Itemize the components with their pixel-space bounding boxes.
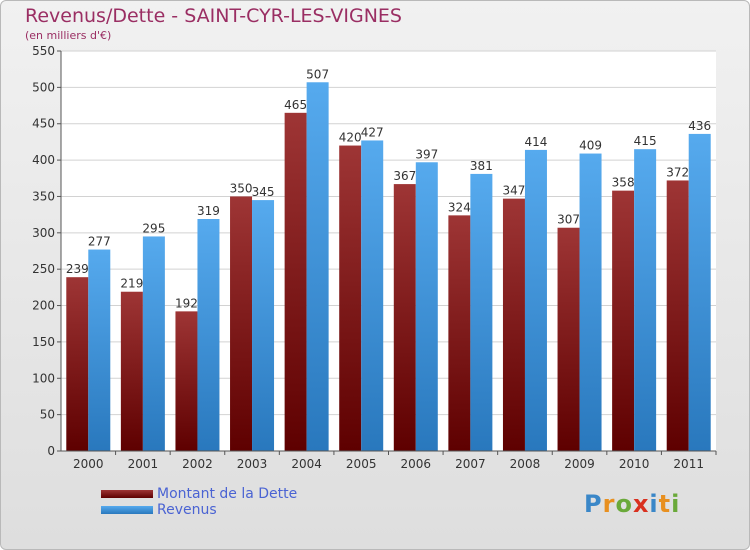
data-label-debt: 324 bbox=[448, 200, 471, 214]
bar-revenue bbox=[524, 149, 547, 451]
legend-item-revenue: Revenus bbox=[101, 502, 297, 518]
bar-debt bbox=[339, 145, 362, 451]
plot-area bbox=[61, 51, 716, 451]
bar-revenue bbox=[252, 200, 275, 451]
bar-revenue bbox=[306, 82, 329, 451]
data-label-debt: 372 bbox=[666, 165, 689, 179]
legend-item-debt: Montant de la Dette bbox=[101, 486, 298, 502]
y-tick-label: 200 bbox=[32, 299, 55, 313]
y-tick-label: 450 bbox=[32, 117, 55, 131]
bar-debt bbox=[230, 196, 253, 451]
y-tick-label: 150 bbox=[32, 335, 55, 349]
x-tick-label: 2009 bbox=[564, 457, 595, 471]
y-tick-label: 0 bbox=[47, 444, 55, 458]
data-label-revenue: 277 bbox=[88, 235, 111, 249]
bar-revenue bbox=[142, 236, 165, 451]
y-tick-label: 500 bbox=[32, 80, 55, 94]
data-label-revenue: 507 bbox=[306, 67, 329, 81]
bar-revenue bbox=[361, 140, 384, 452]
bar-revenue bbox=[415, 162, 438, 452]
data-label-debt: 347 bbox=[503, 184, 526, 198]
bar-debt bbox=[448, 215, 471, 451]
y-tick-label: 400 bbox=[32, 153, 55, 167]
bar-revenue bbox=[197, 219, 220, 451]
data-label-revenue: 319 bbox=[197, 204, 220, 218]
y-tick-label: 50 bbox=[40, 408, 55, 422]
bar-debt bbox=[557, 227, 580, 451]
bar-revenue bbox=[688, 133, 711, 451]
legend-swatch-debt bbox=[101, 490, 153, 498]
x-tick-label: 2011 bbox=[673, 457, 704, 471]
data-label-revenue: 397 bbox=[415, 147, 438, 161]
y-tick-label: 350 bbox=[32, 189, 55, 203]
bar-debt bbox=[612, 190, 635, 452]
proxiti-logo: Proxiti bbox=[584, 490, 681, 518]
data-label-revenue: 415 bbox=[634, 134, 657, 148]
bar-debt bbox=[666, 180, 689, 452]
data-label-debt: 219 bbox=[120, 277, 143, 291]
data-label-revenue: 345 bbox=[252, 185, 275, 199]
legend-label-revenue: Revenus bbox=[157, 502, 217, 518]
bar-debt bbox=[175, 311, 198, 451]
x-tick-label: 2002 bbox=[182, 457, 213, 471]
x-tick-label: 2005 bbox=[346, 457, 377, 471]
y-tick-label: 100 bbox=[32, 371, 55, 385]
data-label-debt: 465 bbox=[284, 98, 307, 112]
bar-debt bbox=[502, 198, 525, 451]
data-label-revenue: 427 bbox=[361, 125, 384, 139]
x-tick-label: 2000 bbox=[73, 457, 104, 471]
x-tick-label: 2003 bbox=[237, 457, 268, 471]
data-label-revenue: 414 bbox=[525, 135, 548, 149]
bar-revenue bbox=[88, 249, 111, 451]
chart-subtitle: (en milliers d'€) bbox=[25, 29, 112, 42]
data-label-revenue: 381 bbox=[470, 159, 493, 173]
data-label-debt: 239 bbox=[66, 262, 89, 276]
bar-debt bbox=[120, 291, 143, 451]
data-label-debt: 192 bbox=[175, 296, 198, 310]
bar-revenue bbox=[634, 149, 657, 451]
data-label-debt: 307 bbox=[557, 213, 580, 227]
x-tick-label: 2004 bbox=[291, 457, 322, 471]
y-tick-label: 550 bbox=[32, 44, 55, 58]
data-label-debt: 358 bbox=[612, 176, 635, 190]
data-label-debt: 420 bbox=[339, 131, 362, 145]
x-tick-label: 2010 bbox=[619, 457, 650, 471]
bar-debt bbox=[284, 112, 307, 452]
bar-revenue bbox=[470, 173, 493, 451]
chart-title: Revenus/Dette - SAINT-CYR-LES-VIGNES bbox=[25, 5, 402, 27]
data-label-revenue: 436 bbox=[688, 119, 711, 133]
legend-label-debt: Montant de la Dette bbox=[157, 486, 298, 502]
legend: Montant de la Dette Revenus bbox=[101, 486, 298, 519]
data-label-debt: 350 bbox=[230, 181, 253, 195]
x-tick-label: 2008 bbox=[510, 457, 541, 471]
bar-debt bbox=[393, 184, 416, 451]
x-tick-label: 2007 bbox=[455, 457, 486, 471]
legend-swatch-revenue bbox=[101, 506, 153, 514]
data-label-revenue: 409 bbox=[579, 139, 602, 153]
bar-revenue bbox=[579, 153, 602, 451]
y-tick-label: 250 bbox=[32, 262, 55, 276]
bar-debt bbox=[66, 277, 89, 451]
x-tick-label: 2006 bbox=[401, 457, 432, 471]
x-tick-label: 2001 bbox=[128, 457, 159, 471]
data-label-revenue: 295 bbox=[142, 221, 165, 235]
y-tick-label: 300 bbox=[32, 226, 55, 240]
data-label-debt: 367 bbox=[393, 169, 416, 183]
